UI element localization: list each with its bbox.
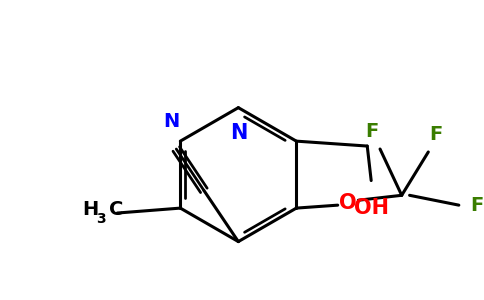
Text: H: H (82, 200, 98, 219)
Text: N: N (163, 112, 180, 131)
Text: O: O (339, 193, 356, 213)
Text: F: F (470, 196, 484, 215)
Text: N: N (229, 123, 247, 143)
Text: OH: OH (354, 198, 389, 218)
Text: F: F (365, 122, 379, 141)
Text: C: C (109, 200, 124, 219)
Text: 3: 3 (96, 212, 105, 226)
Text: F: F (430, 125, 443, 144)
